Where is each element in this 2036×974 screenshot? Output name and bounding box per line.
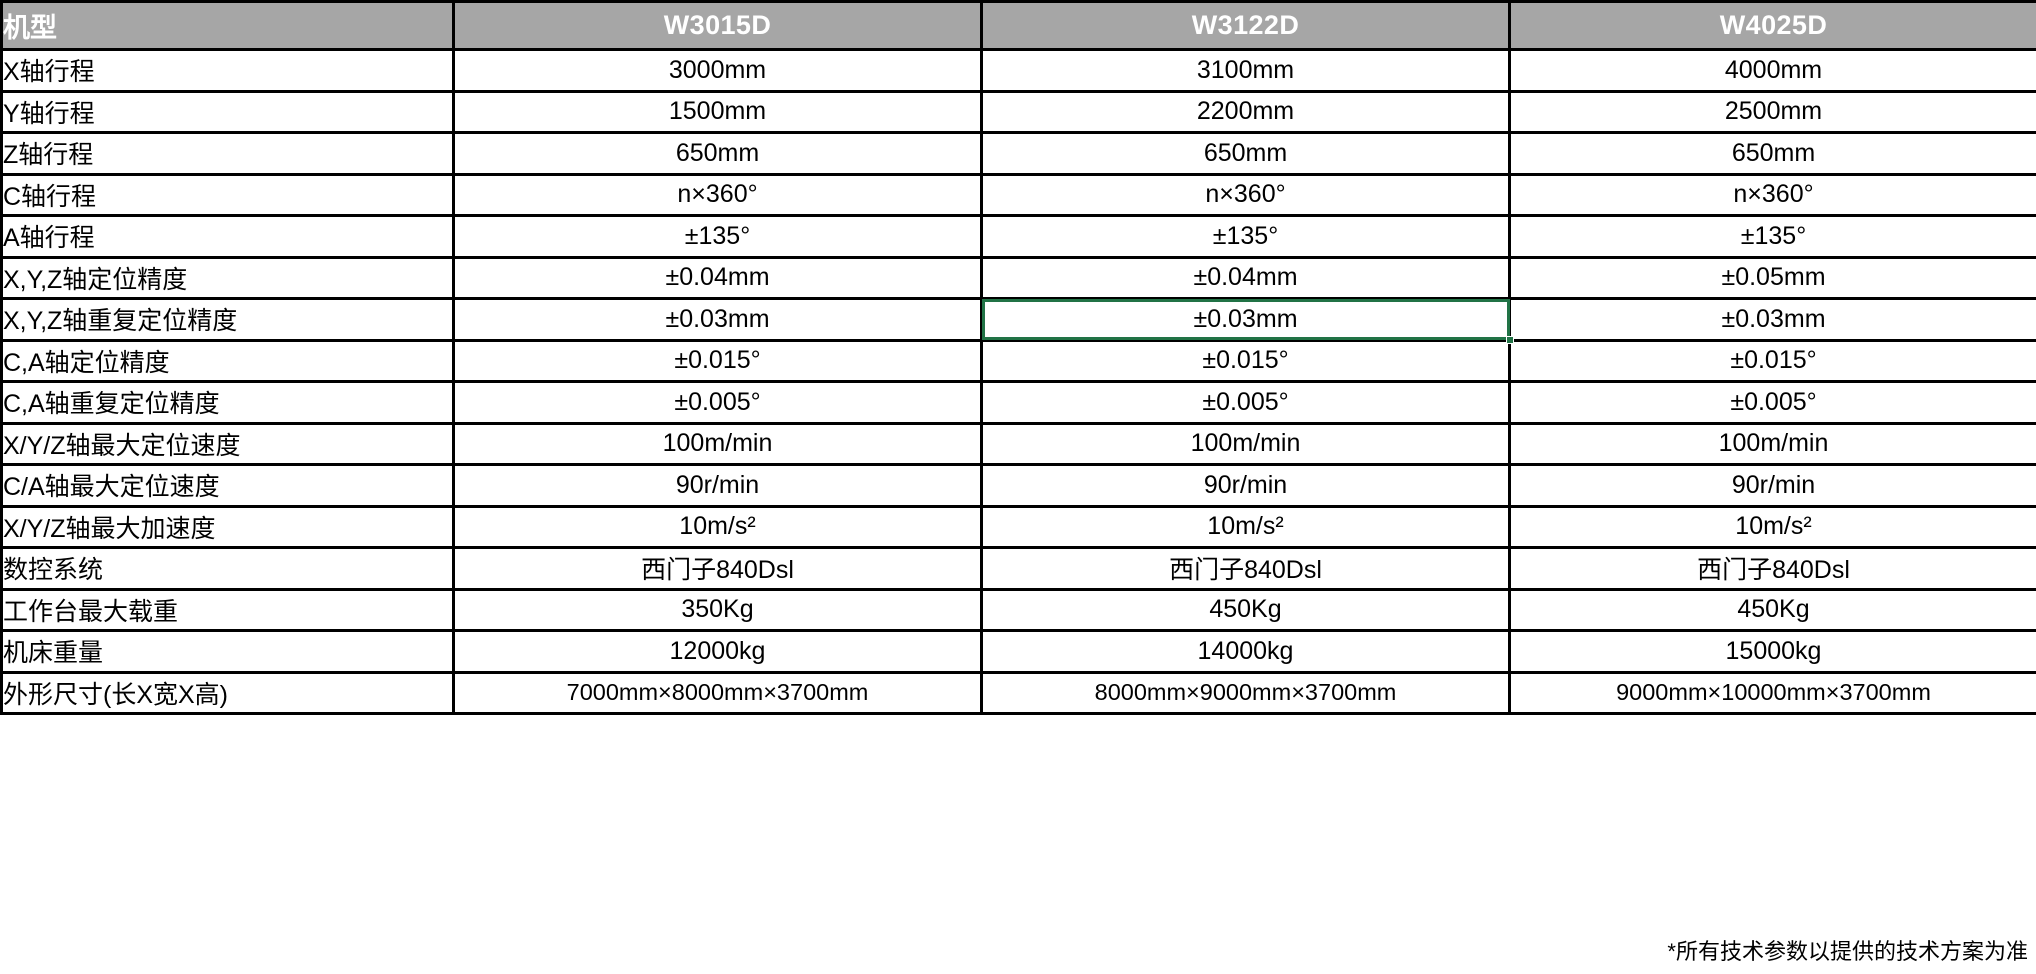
table-row: C,A轴重复定位精度 ±0.005° ±0.005° ±0.005°: [0, 380, 2036, 425]
value-cell-r11-c0[interactable]: 10m/s²: [452, 504, 983, 549]
value-cell-r9-c2[interactable]: 100m/min: [1508, 421, 2036, 466]
row-label-cell[interactable]: C/A轴最大定位速度: [0, 463, 455, 508]
table-body: X轴行程 3000mm 3100mm 4000mm Y轴行程 1500mm 2200mm 25…: [0, 48, 2036, 715]
value-cell-r0-c1[interactable]: 3100mm: [980, 48, 1511, 93]
value-cell-r13-c1[interactable]: 450Kg: [980, 587, 1511, 632]
value-cell-r12-c1[interactable]: 西门子840Dsl: [980, 546, 1511, 591]
value-cell-r5-c1[interactable]: ±0.04mm: [980, 255, 1511, 300]
table-row: 数控系统 西门子840Dsl 西门子840Dsl 西门子840Dsl: [0, 546, 2036, 591]
row-label-cell[interactable]: C,A轴定位精度: [0, 338, 455, 383]
header-cell-model-0: W3015D: [452, 0, 983, 51]
value-cell-r6-c2[interactable]: ±0.03mm: [1508, 297, 2036, 342]
value-cell-r14-c0[interactable]: 12000kg: [452, 629, 983, 674]
row-label-cell[interactable]: C,A轴重复定位精度: [0, 380, 455, 425]
value-cell-r0-c0[interactable]: 3000mm: [452, 48, 983, 93]
value-cell-r6-c0[interactable]: ±0.03mm: [452, 297, 983, 342]
value-cell-r4-c0[interactable]: ±135°: [452, 214, 983, 259]
value-cell-r1-c1[interactable]: 2200mm: [980, 89, 1511, 134]
value-cell-r5-c2[interactable]: ±0.05mm: [1508, 255, 2036, 300]
row-label-cell[interactable]: Z轴行程: [0, 131, 455, 176]
value-cell-r8-c2[interactable]: ±0.005°: [1508, 380, 2036, 425]
row-label-cell[interactable]: X,Y,Z轴定位精度: [0, 255, 455, 300]
value-cell-r0-c2[interactable]: 4000mm: [1508, 48, 2036, 93]
value-cell-r5-c0[interactable]: ±0.04mm: [452, 255, 983, 300]
table-row: A轴行程 ±135° ±135° ±135°: [0, 214, 2036, 259]
row-label-cell[interactable]: 外形尺寸(长X宽X高): [0, 670, 455, 715]
footnote-text: *所有技术参数以提供的技术方案为准: [1667, 939, 2028, 964]
row-label-cell[interactable]: 数控系统: [0, 546, 455, 591]
table-row: C,A轴定位精度 ±0.015° ±0.015° ±0.015°: [0, 338, 2036, 383]
table-row: X/Y/Z轴最大定位速度 100m/min 100m/min 100m/min: [0, 421, 2036, 466]
value-cell-r13-c2[interactable]: 450Kg: [1508, 587, 2036, 632]
value-cell-r6-c1[interactable]: ±0.03mm: [980, 297, 1511, 342]
value-cell-r7-c2[interactable]: ±0.015°: [1508, 338, 2036, 383]
value-cell-r3-c0[interactable]: n×360°: [452, 172, 983, 217]
value-cell-r8-c0[interactable]: ±0.005°: [452, 380, 983, 425]
value-cell-r1-c0[interactable]: 1500mm: [452, 89, 983, 134]
table-row: X,Y,Z轴定位精度 ±0.04mm ±0.04mm ±0.05mm: [0, 255, 2036, 300]
table-row: X/Y/Z轴最大加速度 10m/s² 10m/s² 10m/s²: [0, 504, 2036, 549]
row-label-cell[interactable]: A轴行程: [0, 214, 455, 259]
value-cell-r11-c2[interactable]: 10m/s²: [1508, 504, 2036, 549]
table-row: C轴行程 n×360° n×360° n×360°: [0, 172, 2036, 217]
row-label-cell[interactable]: 工作台最大载重: [0, 587, 455, 632]
value-cell-r9-c0[interactable]: 100m/min: [452, 421, 983, 466]
table-row: X,Y,Z轴重复定位精度 ±0.03mm ±0.03mm ±0.03mm: [0, 297, 2036, 342]
value-cell-r9-c1[interactable]: 100m/min: [980, 421, 1511, 466]
value-cell-r3-c1[interactable]: n×360°: [980, 172, 1511, 217]
table-row: Z轴行程 650mm 650mm 650mm: [0, 131, 2036, 176]
value-cell-r4-c1[interactable]: ±135°: [980, 214, 1511, 259]
machine-spec-table: 机型 W3015D W3122D W4025D X轴行程 3000mm 3100mm…: [0, 0, 2036, 715]
row-label-cell[interactable]: C轴行程: [0, 172, 455, 217]
value-cell-r2-c2[interactable]: 650mm: [1508, 131, 2036, 176]
header-row: 机型 W3015D W3122D W4025D: [0, 0, 2036, 51]
value-cell-r10-c0[interactable]: 90r/min: [452, 463, 983, 508]
table-row: X轴行程 3000mm 3100mm 4000mm: [0, 48, 2036, 93]
value-cell-r15-c2[interactable]: 9000mm×10000mm×3700mm: [1508, 670, 2036, 715]
value-cell-r1-c2[interactable]: 2500mm: [1508, 89, 2036, 134]
value-cell-r2-c1[interactable]: 650mm: [980, 131, 1511, 176]
table-row: 外形尺寸(长X宽X高) 7000mm×8000mm×3700mm 8000mm×90…: [0, 670, 2036, 715]
table-row: C/A轴最大定位速度 90r/min 90r/min 90r/min: [0, 463, 2036, 508]
row-label-cell[interactable]: X轴行程: [0, 48, 455, 93]
table-row: 工作台最大载重 350Kg 450Kg 450Kg: [0, 587, 2036, 632]
header-cell-model-2: W4025D: [1508, 0, 2036, 51]
value-cell-r4-c2[interactable]: ±135°: [1508, 214, 2036, 259]
row-label-cell[interactable]: X/Y/Z轴最大加速度: [0, 504, 455, 549]
value-cell-r2-c0[interactable]: 650mm: [452, 131, 983, 176]
header-cell-model-1: W3122D: [980, 0, 1511, 51]
value-cell-r13-c0[interactable]: 350Kg: [452, 587, 983, 632]
row-label-cell[interactable]: Y轴行程: [0, 89, 455, 134]
header-cell-model-label: 机型: [0, 0, 455, 51]
value-cell-r15-c1[interactable]: 8000mm×9000mm×3700mm: [980, 670, 1511, 715]
value-cell-r3-c2[interactable]: n×360°: [1508, 172, 2036, 217]
table-row: Y轴行程 1500mm 2200mm 2500mm: [0, 89, 2036, 134]
value-cell-r10-c1[interactable]: 90r/min: [980, 463, 1511, 508]
table-row: 机床重量 12000kg 14000kg 15000kg: [0, 629, 2036, 674]
value-cell-r14-c2[interactable]: 15000kg: [1508, 629, 2036, 674]
value-cell-r12-c0[interactable]: 西门子840Dsl: [452, 546, 983, 591]
value-cell-r10-c2[interactable]: 90r/min: [1508, 463, 2036, 508]
value-cell-r7-c0[interactable]: ±0.015°: [452, 338, 983, 383]
row-label-cell[interactable]: X,Y,Z轴重复定位精度: [0, 297, 455, 342]
value-cell-r7-c1[interactable]: ±0.015°: [980, 338, 1511, 383]
row-label-cell[interactable]: X/Y/Z轴最大定位速度: [0, 421, 455, 466]
value-cell-r12-c2[interactable]: 西门子840Dsl: [1508, 546, 2036, 591]
row-label-cell[interactable]: 机床重量: [0, 629, 455, 674]
value-cell-r11-c1[interactable]: 10m/s²: [980, 504, 1511, 549]
value-cell-r8-c1[interactable]: ±0.005°: [980, 380, 1511, 425]
value-cell-r14-c1[interactable]: 14000kg: [980, 629, 1511, 674]
value-cell-r15-c0[interactable]: 7000mm×8000mm×3700mm: [452, 670, 983, 715]
table-header: 机型 W3015D W3122D W4025D: [0, 0, 2036, 51]
